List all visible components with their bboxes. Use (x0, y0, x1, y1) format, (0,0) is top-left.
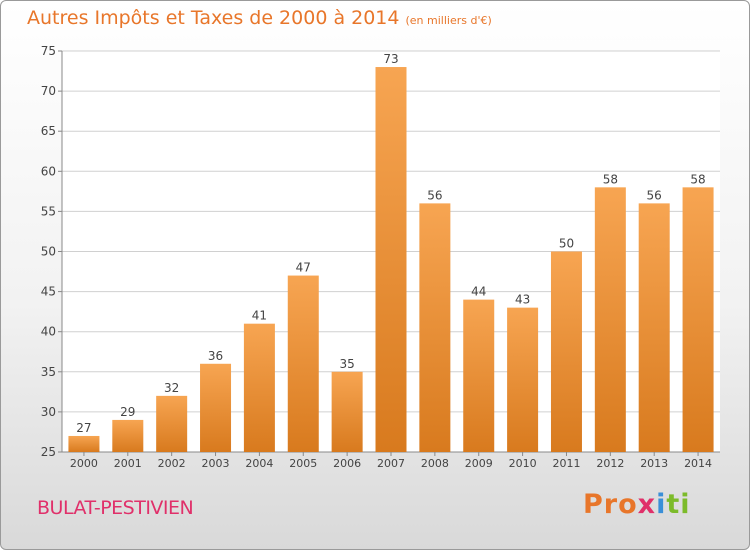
data-label-2013: 56 (647, 188, 662, 202)
x-tick-label-2008: 2008 (421, 457, 449, 470)
data-label-2006: 35 (339, 357, 354, 371)
x-tick-label-2005: 2005 (289, 457, 317, 470)
chart-title-text: Autres Impôts et Taxes de 2000 à 2014 (27, 7, 400, 29)
data-label-2010: 43 (515, 293, 530, 307)
bar-2010 (507, 307, 539, 452)
data-label-2012: 58 (603, 172, 618, 186)
x-tick-label-2003: 2003 (202, 457, 230, 470)
chart-subtitle: (en milliers d'€) (405, 14, 492, 27)
bar-2003 (200, 363, 232, 452)
x-tick-label-2011: 2011 (552, 457, 580, 470)
data-label-2007: 73 (383, 52, 398, 66)
data-label-2011: 50 (559, 237, 574, 251)
bar-2012 (594, 187, 626, 452)
y-tick-label: 25 (41, 445, 56, 459)
x-tick-label-2013: 2013 (640, 457, 668, 470)
y-tick-label: 40 (41, 325, 56, 339)
data-label-2003: 36 (208, 349, 223, 363)
y-tick-label: 50 (41, 245, 56, 259)
chart-title: Autres Impôts et Taxes de 2000 à 2014 (en… (27, 7, 492, 29)
x-tick-label-2006: 2006 (333, 457, 361, 470)
y-tick-label: 65 (41, 124, 56, 138)
bar-2007 (375, 67, 407, 452)
bar-2006 (331, 371, 363, 452)
proxiti-logo[interactable]: Proxiti (583, 489, 691, 520)
x-tick-label-2000: 2000 (70, 457, 98, 470)
commune-name: BULAT-PESTIVIEN (37, 497, 194, 519)
data-label-2014: 58 (690, 172, 705, 186)
bar-2011 (550, 251, 582, 452)
bars (68, 67, 714, 452)
y-tick-label: 60 (41, 164, 56, 178)
y-tick-label: 70 (41, 84, 56, 98)
bar-2000 (68, 435, 100, 452)
bar-2004 (243, 323, 275, 452)
y-tick-label: 30 (41, 405, 56, 419)
x-tick-label-2002: 2002 (158, 457, 186, 470)
y-tick-label: 35 (41, 365, 56, 379)
bar-2002 (156, 395, 188, 452)
y-tick-label: 55 (41, 204, 56, 218)
y-tick-label: 45 (41, 285, 56, 299)
data-label-2009: 44 (471, 285, 486, 299)
x-tick-label-2009: 2009 (465, 457, 493, 470)
data-label-2004: 41 (252, 309, 267, 323)
x-tick-label-2007: 2007 (377, 457, 405, 470)
x-tick-label-2010: 2010 (509, 457, 537, 470)
data-label-2005: 47 (296, 261, 311, 275)
y-tick-label: 75 (41, 44, 56, 58)
bar-2008 (419, 203, 451, 452)
x-tick-label-2014: 2014 (684, 457, 712, 470)
bar-2001 (112, 419, 144, 452)
bar-2009 (463, 299, 495, 452)
data-label-2002: 32 (164, 381, 179, 395)
x-tick-label-2012: 2012 (596, 457, 624, 470)
bar-2005 (287, 275, 319, 452)
x-tick-label-2004: 2004 (245, 457, 273, 470)
data-label-2008: 56 (427, 188, 442, 202)
axes: 25 30 35 40 45 50 55 60 65 70 75 2000 2001 2002 2003 20… (41, 44, 720, 470)
data-label-2001: 29 (120, 405, 135, 419)
data-labels: 27 29 32 36 41 47 35 73 56 44 43 50 58 56 58 (76, 52, 705, 435)
x-tick-label-2001: 2001 (114, 457, 142, 470)
bar-2014 (682, 187, 714, 452)
bar-2013 (638, 203, 670, 452)
data-label-2000: 27 (76, 421, 91, 435)
